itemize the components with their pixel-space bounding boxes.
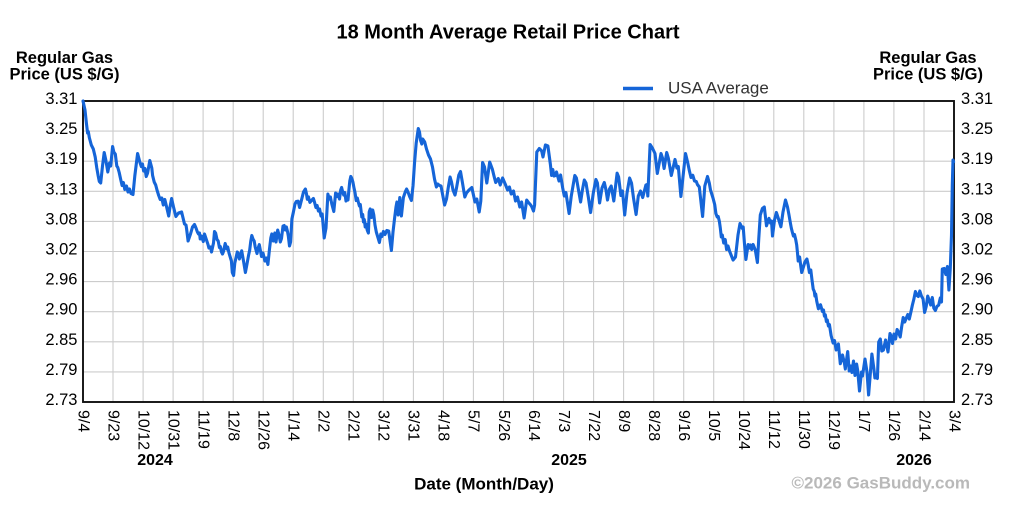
svg-text:10/31: 10/31	[164, 410, 181, 450]
svg-text:2025: 2025	[551, 452, 587, 469]
svg-text:11/30: 11/30	[795, 410, 812, 449]
svg-text:10/5: 10/5	[705, 410, 722, 441]
svg-text:18 Month Average Retail Price: 18 Month Average Retail Price Chart	[336, 22, 679, 44]
svg-text:7/3: 7/3	[555, 410, 572, 432]
svg-text:2.96: 2.96	[45, 271, 77, 289]
svg-text:1/26: 1/26	[885, 410, 902, 441]
svg-text:8/9: 8/9	[615, 410, 632, 432]
svg-text:3/31: 3/31	[405, 410, 422, 441]
svg-text:2.79: 2.79	[45, 361, 77, 379]
svg-text:Price (US $/G): Price (US $/G)	[9, 66, 119, 84]
svg-text:3.19: 3.19	[45, 150, 77, 168]
svg-text:2.85: 2.85	[45, 331, 77, 349]
svg-text:2.73: 2.73	[45, 391, 77, 409]
svg-text:2024: 2024	[137, 452, 173, 469]
svg-text:2.85: 2.85	[961, 331, 993, 349]
svg-text:2.79: 2.79	[961, 361, 993, 379]
svg-text:2/14: 2/14	[915, 410, 932, 441]
svg-text:3.25: 3.25	[961, 120, 993, 138]
svg-text:Regular Gas: Regular Gas	[879, 49, 976, 67]
svg-text:4/18: 4/18	[435, 410, 452, 441]
svg-text:8/28: 8/28	[645, 410, 662, 441]
svg-text:5/26: 5/26	[495, 410, 512, 441]
svg-text:12/19: 12/19	[825, 410, 842, 450]
svg-text:1/7: 1/7	[855, 410, 872, 432]
svg-text:2026: 2026	[896, 452, 932, 469]
svg-text:3.08: 3.08	[45, 210, 77, 228]
svg-text:©2026 GasBuddy.com: ©2026 GasBuddy.com	[792, 474, 971, 493]
svg-text:12/26: 12/26	[255, 410, 272, 450]
svg-text:3.13: 3.13	[961, 180, 993, 198]
svg-text:3.31: 3.31	[45, 90, 77, 108]
svg-text:3.13: 3.13	[45, 180, 77, 198]
svg-text:2.96: 2.96	[961, 271, 993, 289]
svg-text:2/21: 2/21	[345, 410, 362, 441]
svg-text:10/12: 10/12	[134, 410, 151, 450]
svg-text:2.73: 2.73	[961, 391, 993, 409]
svg-text:Price (US $/G): Price (US $/G)	[873, 66, 983, 84]
svg-text:9/4: 9/4	[74, 410, 91, 432]
svg-text:11/12: 11/12	[765, 410, 782, 449]
svg-text:3/12: 3/12	[375, 410, 392, 441]
svg-text:6/14: 6/14	[525, 410, 542, 441]
svg-text:9/16: 9/16	[675, 410, 692, 441]
svg-text:3.02: 3.02	[961, 241, 993, 259]
svg-text:Date (Month/Day): Date (Month/Day)	[414, 475, 554, 494]
svg-text:12/8: 12/8	[224, 410, 241, 441]
svg-text:3.25: 3.25	[45, 120, 77, 138]
svg-text:10/24: 10/24	[735, 410, 752, 450]
svg-text:1/14: 1/14	[285, 410, 302, 441]
svg-text:USA Average: USA Average	[668, 79, 769, 98]
svg-text:9/23: 9/23	[104, 410, 121, 441]
svg-text:Regular Gas: Regular Gas	[16, 49, 113, 67]
svg-text:3.02: 3.02	[45, 241, 77, 259]
svg-text:3/4: 3/4	[945, 410, 962, 432]
svg-text:3.08: 3.08	[961, 210, 993, 228]
svg-text:3.19: 3.19	[961, 150, 993, 168]
svg-text:5/7: 5/7	[465, 410, 482, 432]
svg-text:3.31: 3.31	[961, 90, 993, 108]
svg-text:2.90: 2.90	[45, 301, 77, 319]
svg-text:2/2: 2/2	[315, 410, 332, 432]
svg-text:2.90: 2.90	[961, 301, 993, 319]
svg-text:11/19: 11/19	[194, 410, 211, 449]
svg-text:7/22: 7/22	[585, 410, 602, 441]
